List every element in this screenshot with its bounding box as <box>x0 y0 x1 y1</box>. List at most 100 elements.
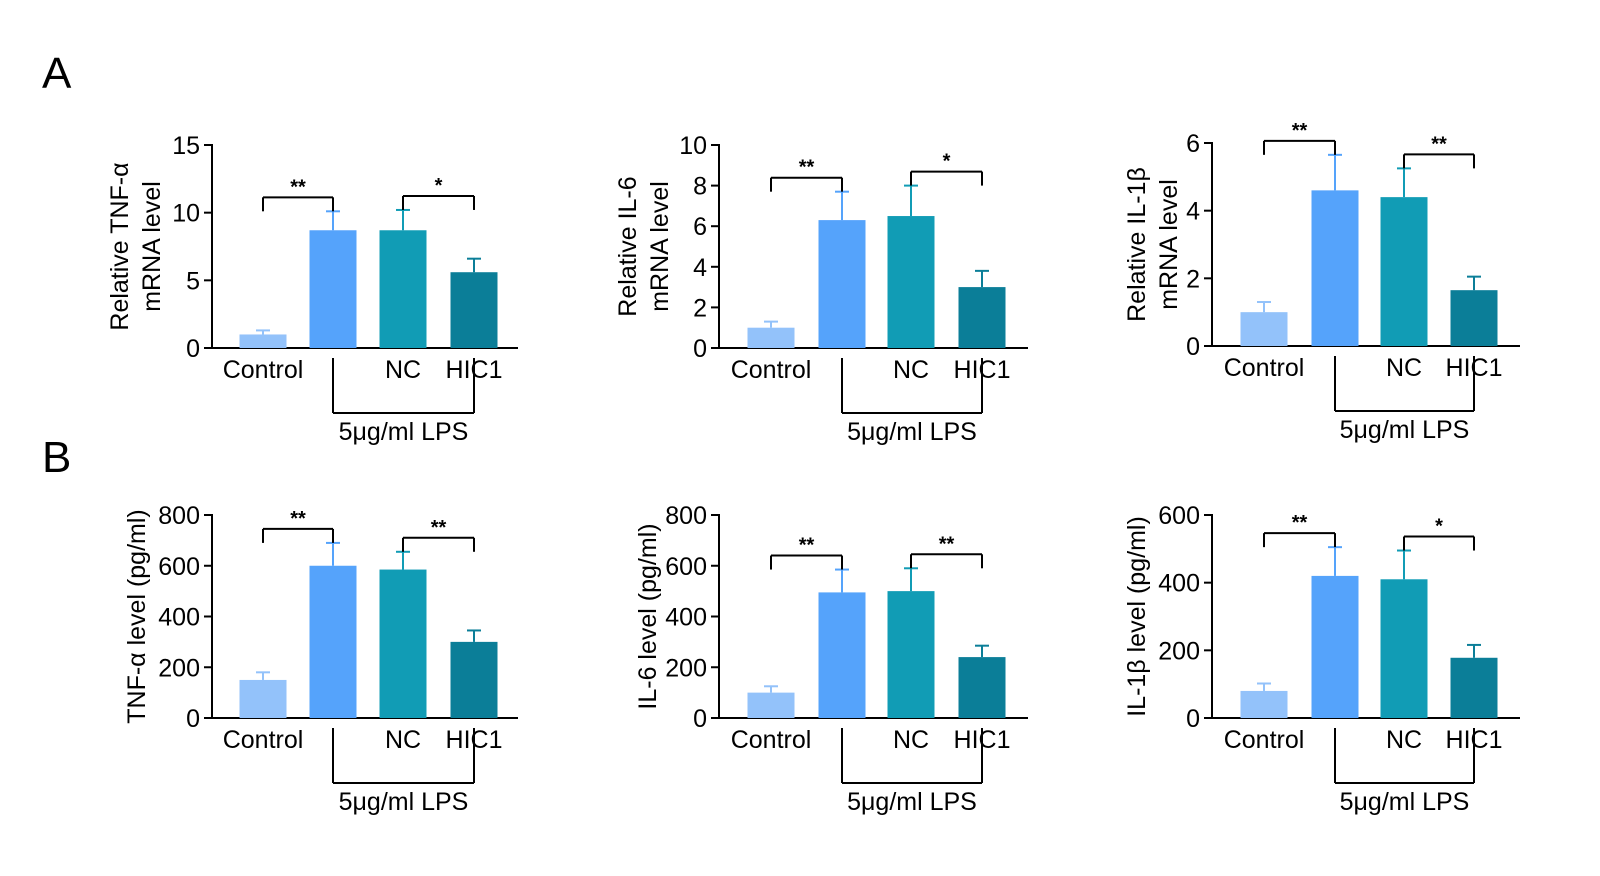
y-axis-title: IL-1β level (pg/ml) <box>1123 516 1151 717</box>
bar <box>1240 312 1288 346</box>
bar <box>1450 290 1498 346</box>
bar <box>818 220 866 348</box>
x-tick-label: NC <box>893 726 929 754</box>
y-tick-label: 10 <box>679 132 707 160</box>
y-tick-label: 0 <box>1186 333 1200 361</box>
bar <box>887 216 935 348</box>
bar <box>747 327 795 348</box>
panel-letter: A <box>42 49 72 98</box>
y-axis-title: mRNA level <box>138 181 166 312</box>
x-tick-label: NC <box>1386 354 1422 382</box>
significance-label: ** <box>1431 133 1447 155</box>
x-tick-label: NC <box>385 726 421 754</box>
bar <box>1380 579 1428 718</box>
y-axis-title: mRNA level <box>646 181 674 312</box>
significance-label: ** <box>1292 120 1308 142</box>
group-label: 5μg/ml LPS <box>339 788 469 816</box>
y-tick-label: 400 <box>1158 570 1200 598</box>
y-tick-label: 4 <box>1186 198 1200 226</box>
y-tick-label: 15 <box>172 132 200 160</box>
chart-panel: A 0 5 10 15 Relative TNF-α mRNA level Control NC… <box>42 49 518 446</box>
y-tick-label: 2 <box>693 294 707 322</box>
x-tick-label: Control <box>1224 726 1305 754</box>
y-tick-label: 2 <box>1186 265 1200 293</box>
group-label: 5μg/ml LPS <box>339 418 469 446</box>
significance-label: * <box>1435 516 1443 538</box>
y-tick-label: 0 <box>693 335 707 363</box>
bar <box>887 591 935 718</box>
bar <box>450 641 498 718</box>
y-tick-label: 200 <box>665 654 707 682</box>
y-tick-label: 800 <box>665 502 707 530</box>
bar <box>1240 690 1288 718</box>
significance-label: ** <box>431 517 447 539</box>
bar <box>1450 657 1498 718</box>
group-label: 5μg/ml LPS <box>847 418 977 446</box>
y-tick-label: 800 <box>158 502 200 530</box>
y-tick-label: 0 <box>186 335 200 363</box>
y-axis-title: mRNA level <box>1155 179 1183 310</box>
x-tick-label: NC <box>893 356 929 384</box>
group-label: 5μg/ml LPS <box>1340 416 1470 444</box>
group-label: 5μg/ml LPS <box>847 788 977 816</box>
y-tick-label: 4 <box>693 254 707 282</box>
y-tick-label: 6 <box>1186 130 1200 158</box>
x-tick-label: Control <box>731 726 812 754</box>
x-tick-label: Control <box>223 356 304 384</box>
bar <box>309 565 357 718</box>
bar <box>309 230 357 348</box>
bar <box>379 569 427 718</box>
y-tick-label: 5 <box>186 267 200 295</box>
y-tick-label: 600 <box>665 553 707 581</box>
bar <box>239 334 287 348</box>
group-label: 5μg/ml LPS <box>1340 788 1470 816</box>
y-tick-label: 0 <box>186 705 200 733</box>
bar <box>1380 197 1428 346</box>
y-axis-title: IL-6 level (pg/ml) <box>634 523 662 709</box>
x-tick-label: Control <box>1224 354 1305 382</box>
x-tick-label: NC <box>1386 726 1422 754</box>
y-tick-label: 0 <box>693 705 707 733</box>
y-tick-label: 0 <box>1186 705 1200 733</box>
y-axis-title: Relative TNF-α <box>106 162 134 330</box>
panel-letter: B <box>42 433 71 482</box>
bar <box>1311 190 1359 346</box>
y-tick-label: 8 <box>693 173 707 201</box>
y-tick-label: 10 <box>172 200 200 228</box>
significance-label: ** <box>290 508 306 530</box>
significance-label: ** <box>799 535 815 557</box>
significance-label: * <box>943 151 951 173</box>
y-tick-label: 400 <box>158 604 200 632</box>
significance-label: ** <box>799 157 815 179</box>
significance-label: * <box>435 175 443 197</box>
significance-label: ** <box>290 176 306 198</box>
bar <box>379 230 427 348</box>
y-axis-title: TNF-α level (pg/ml) <box>123 509 151 723</box>
bar <box>818 592 866 718</box>
x-tick-label: Control <box>731 356 812 384</box>
bar <box>239 679 287 718</box>
x-tick-label: NC <box>385 356 421 384</box>
y-axis-title: Relative IL-6 <box>614 176 642 316</box>
y-tick-label: 200 <box>158 654 200 682</box>
y-tick-label: 200 <box>1158 637 1200 665</box>
bar <box>958 657 1006 718</box>
y-tick-label: 6 <box>693 213 707 241</box>
bar <box>958 287 1006 348</box>
bar <box>1311 575 1359 718</box>
bar <box>747 692 795 718</box>
significance-label: ** <box>1292 512 1308 534</box>
y-tick-label: 400 <box>665 604 707 632</box>
y-axis-title: Relative IL-1β <box>1123 167 1151 322</box>
y-tick-label: 600 <box>1158 502 1200 530</box>
bar <box>450 272 498 348</box>
significance-label: ** <box>939 533 955 555</box>
y-tick-label: 600 <box>158 553 200 581</box>
x-tick-label: Control <box>223 726 304 754</box>
